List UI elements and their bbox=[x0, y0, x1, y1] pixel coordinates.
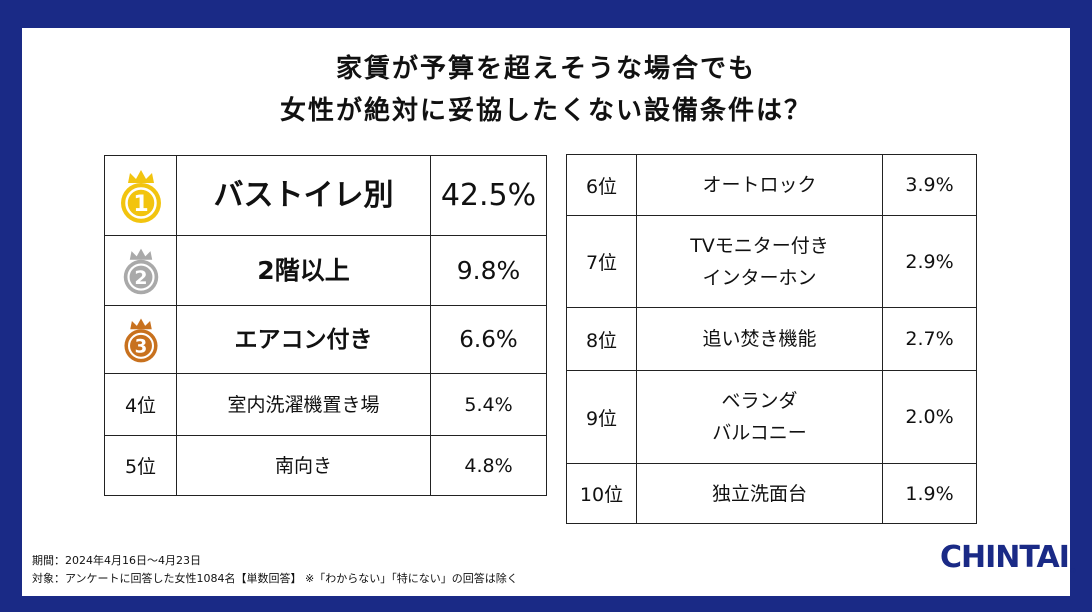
item-percent: 2.0% bbox=[882, 370, 977, 464]
item-name: 追い焚き機能 bbox=[636, 307, 883, 371]
rank-cell: 2 bbox=[104, 235, 177, 306]
item-percent: 2.9% bbox=[882, 215, 977, 308]
table-row: 5位 南向き 4.8% bbox=[104, 435, 547, 496]
item-name: TVモニター付き インターホン bbox=[636, 215, 883, 308]
table-row: 2 2階以上 9.8% bbox=[104, 235, 547, 306]
logo-text: CHINTAI bbox=[940, 540, 1070, 575]
item-percent: 4.8% bbox=[430, 435, 547, 496]
item-percent: 2.7% bbox=[882, 307, 977, 371]
item-name: 南向き bbox=[176, 435, 431, 496]
item-name: 室内洗濯機置き場 bbox=[176, 373, 431, 436]
footer-period: 期間：2024年4月16日～4月23日 bbox=[32, 554, 201, 567]
table-row: 1 バストイレ別 42.5% bbox=[104, 155, 547, 236]
item-percent: 5.4% bbox=[430, 373, 547, 436]
item-percent: 42.5% bbox=[430, 155, 547, 236]
table-row: 3 エアコン付き 6.6% bbox=[104, 305, 547, 374]
chintai-logo: CHINTAI® bbox=[940, 540, 1077, 575]
rank-label: 5位 bbox=[104, 435, 177, 496]
page-title-line2: 女性が絶対に妥協したくない設備条件は？ bbox=[279, 96, 812, 126]
item-percent: 3.9% bbox=[882, 154, 977, 216]
ranking-table-right: 6位 オートロック 3.9% 7位 TVモニター付き インターホン 2.9% 8… bbox=[566, 154, 977, 524]
rank-label: 8位 bbox=[566, 307, 637, 371]
ranking-table-left: 1 バストイレ別 42.5% 2 2階以上 9.8% bbox=[104, 155, 547, 496]
item-name-line2: バルコニー bbox=[712, 422, 807, 444]
item-name-line1: TVモニター付き bbox=[690, 234, 829, 257]
item-name: ベランダ バルコニー bbox=[636, 370, 883, 464]
bronze-medal-icon: 3 bbox=[123, 317, 158, 362]
table-row: 4位 室内洗濯機置き場 5.4% bbox=[104, 373, 547, 436]
item-name-line2: インターホン bbox=[702, 266, 817, 289]
item-name-line1: ベランダ bbox=[721, 390, 798, 412]
item-name: バストイレ別 bbox=[176, 155, 431, 236]
table-row: 6位 オートロック 3.9% bbox=[566, 154, 977, 216]
medal-number: 1 bbox=[133, 192, 148, 217]
item-percent: 6.6% bbox=[430, 305, 547, 374]
rank-label: 9位 bbox=[566, 370, 637, 464]
gold-medal-icon: 1 bbox=[120, 169, 161, 223]
medal-number: 2 bbox=[134, 266, 147, 288]
item-name: オートロック bbox=[636, 154, 883, 216]
rank-label: 7位 bbox=[566, 215, 637, 308]
rank-label: 6位 bbox=[566, 154, 637, 216]
footer-target: 対象：アンケートに回答した女性1084名【単数回答】 ※「わからない」「特にない… bbox=[32, 572, 518, 585]
item-name: エアコン付き bbox=[176, 305, 431, 374]
item-percent: 9.8% bbox=[430, 235, 547, 306]
item-name: 2階以上 bbox=[176, 235, 431, 306]
silver-medal-icon: 2 bbox=[123, 248, 158, 294]
table-row: 10位 独立洗面台 1.9% bbox=[566, 463, 977, 524]
table-row: 9位 ベランダ バルコニー 2.0% bbox=[566, 370, 977, 464]
table-row: 7位 TVモニター付き インターホン 2.9% bbox=[566, 215, 977, 308]
page-title-line1: 家賃が予算を超えそうな場合でも bbox=[335, 54, 756, 84]
medal-number: 3 bbox=[134, 336, 147, 357]
rank-cell: 3 bbox=[104, 305, 177, 374]
item-name: 独立洗面台 bbox=[636, 463, 883, 524]
rank-cell: 1 bbox=[104, 155, 177, 236]
table-row: 8位 追い焚き機能 2.7% bbox=[566, 307, 977, 371]
rank-label: 4位 bbox=[104, 373, 177, 436]
registered-mark: ® bbox=[1068, 566, 1077, 575]
card: 家賃が予算を超えそうな場合でも 女性が絶対に妥協したくない設備条件は？ 1 バス… bbox=[22, 28, 1077, 596]
item-percent: 1.9% bbox=[882, 463, 977, 524]
rank-label: 10位 bbox=[566, 463, 637, 524]
